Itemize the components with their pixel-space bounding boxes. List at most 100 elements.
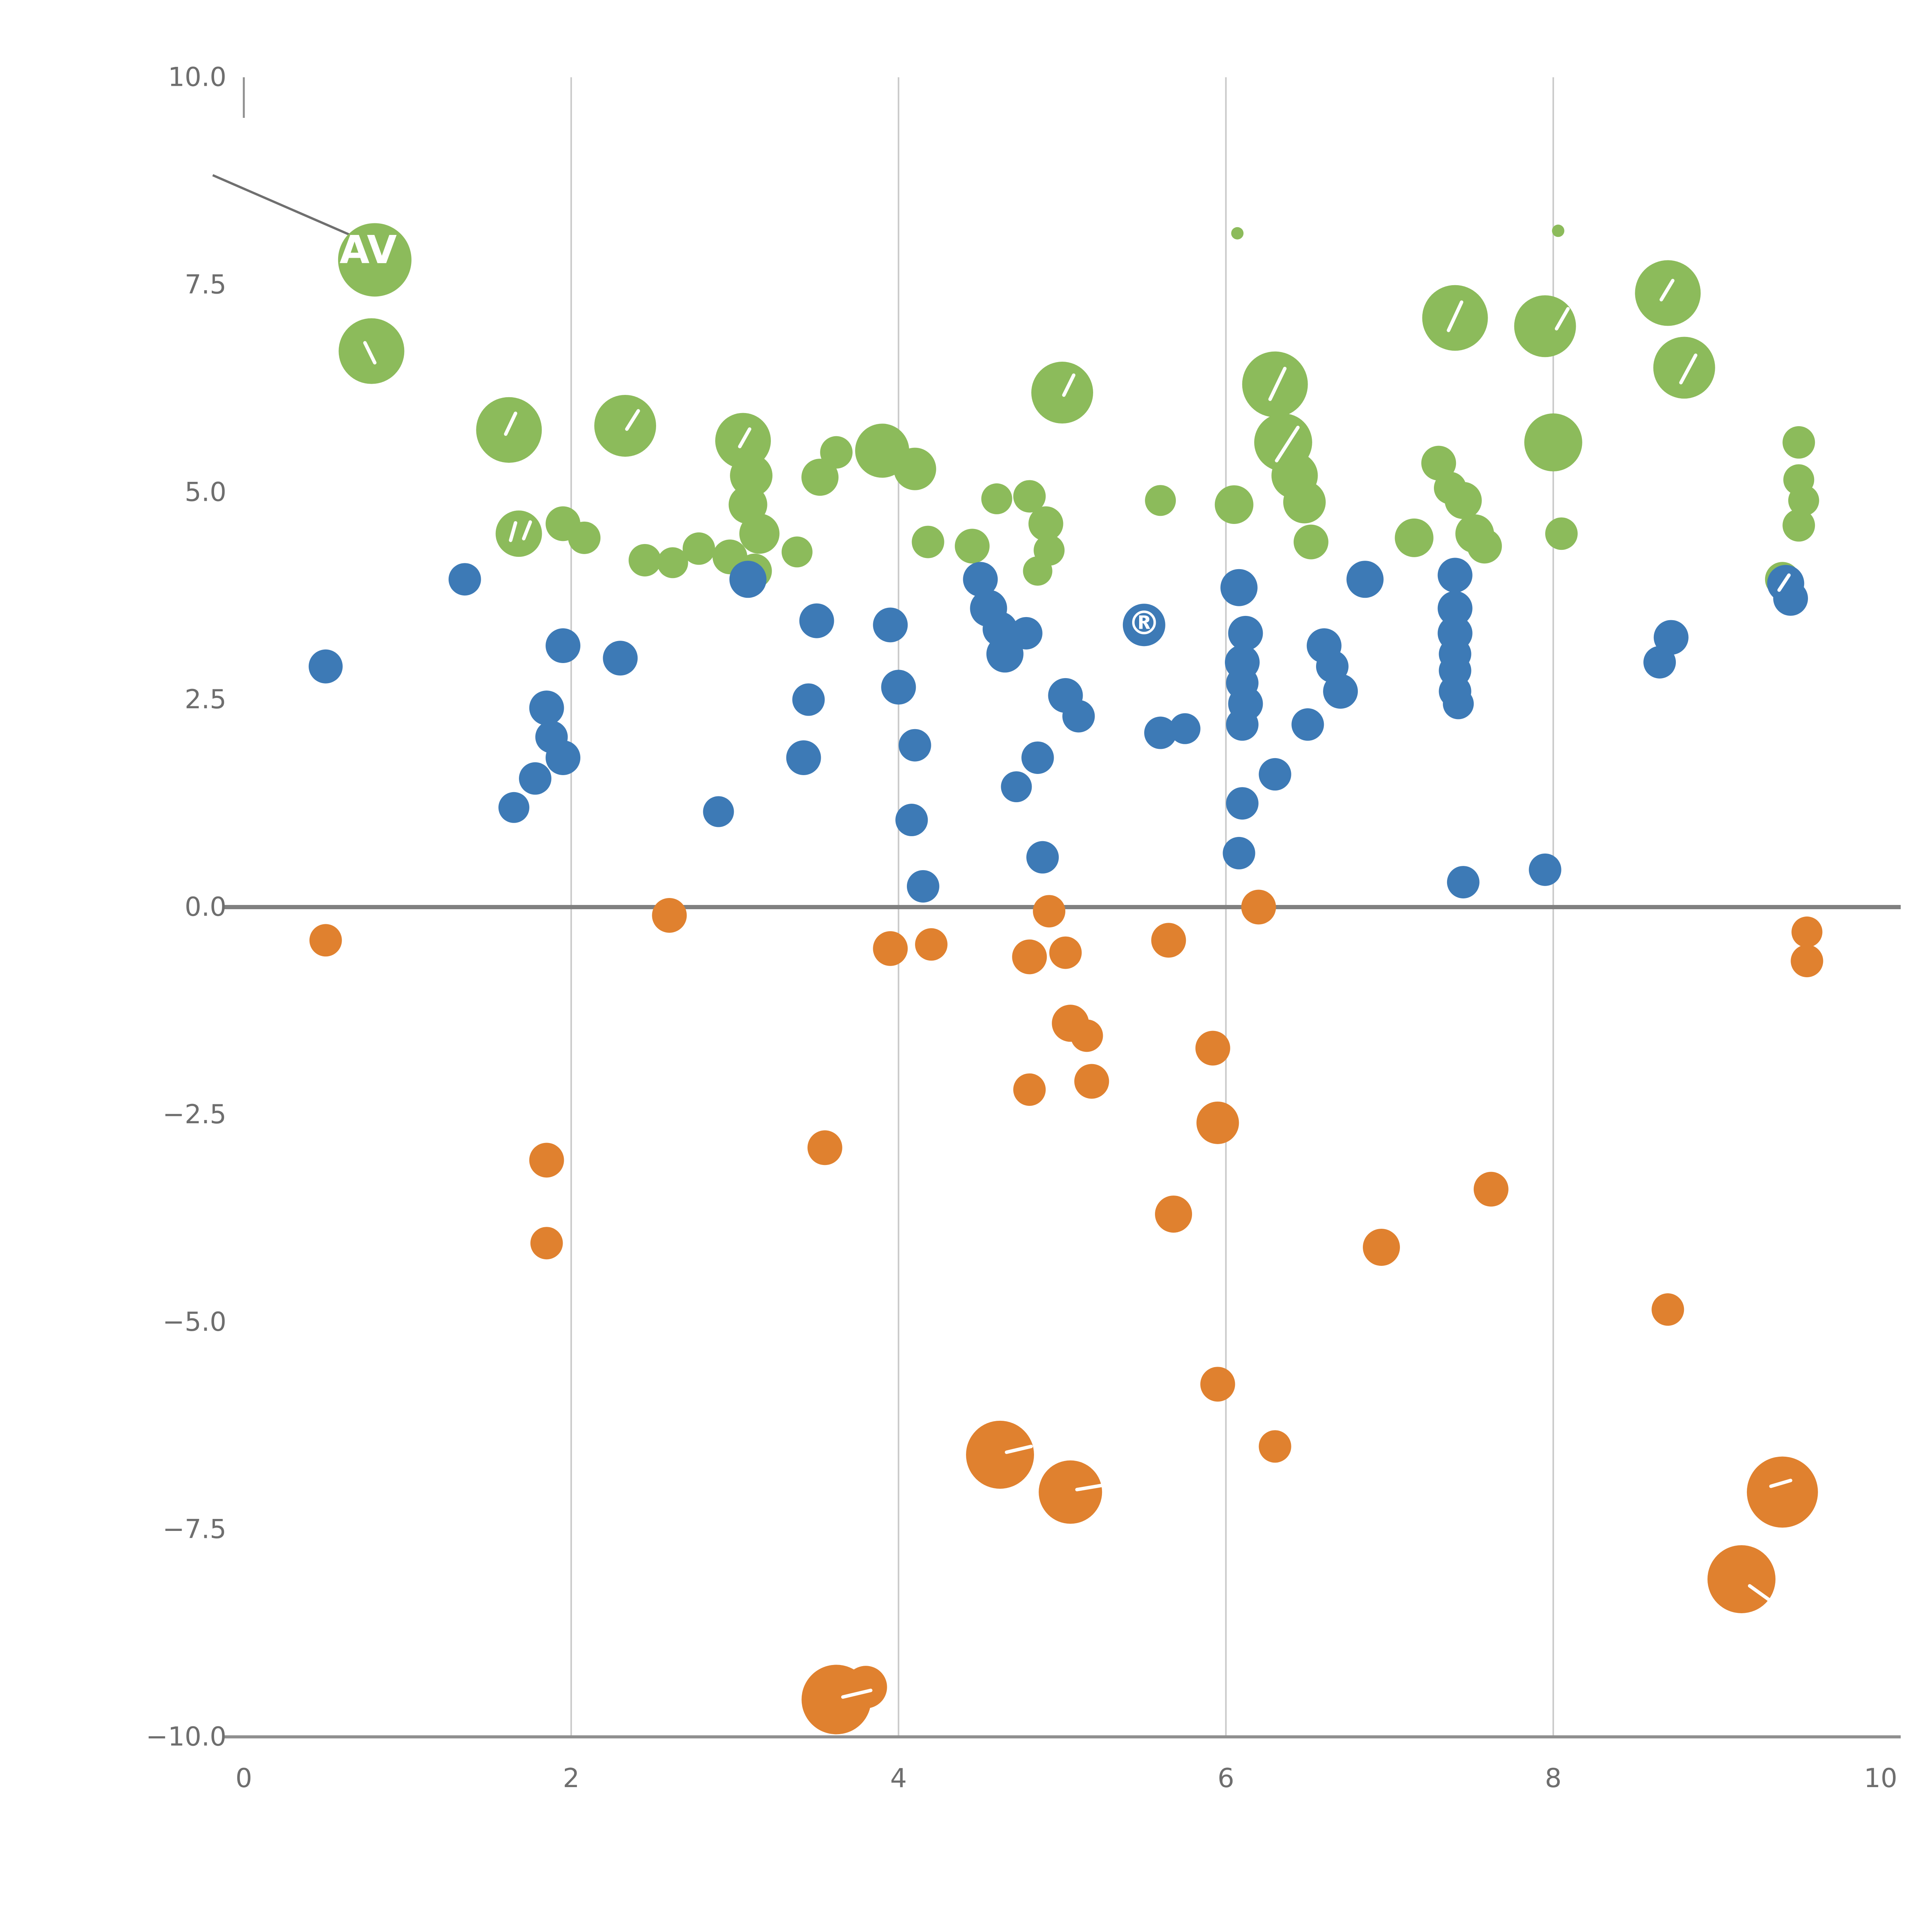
bubble-label-fragment (738, 427, 752, 449)
data-point-blue (1010, 617, 1043, 650)
data-point-green (1421, 446, 1456, 481)
data-point-green (781, 536, 813, 568)
data-point-orange (1473, 1172, 1509, 1207)
data-point-green (1635, 260, 1701, 326)
data-point-blue (1323, 674, 1358, 709)
data-point-blue (1001, 771, 1032, 803)
data-point-blue (603, 641, 638, 676)
data-point-blue (1122, 604, 1165, 646)
data-point-blue (1026, 841, 1059, 874)
bubble-label-fragment (1268, 367, 1287, 401)
data-point-blue (799, 603, 834, 638)
data-point-orange (530, 1227, 563, 1260)
bubble-label: AV (340, 227, 397, 272)
data-point-blue (1226, 708, 1259, 741)
x-tick-label: 8 (1545, 1763, 1561, 1794)
bubble-label-fragment (841, 1689, 872, 1699)
data-point-green (1013, 480, 1046, 513)
annotation-leader-line (212, 174, 374, 246)
x-tick-label: 2 (563, 1763, 580, 1794)
y-tick-label: 7.5 (185, 269, 226, 300)
data-point-blue (1437, 591, 1473, 626)
data-point-orange (1747, 1456, 1818, 1528)
data-point-blue (546, 628, 581, 663)
data-point-orange (1074, 1064, 1109, 1099)
data-point-orange (1151, 923, 1186, 958)
data-point-blue (1220, 569, 1258, 606)
data-point-green (955, 529, 990, 564)
data-point-blue (1437, 558, 1473, 593)
data-point-green (730, 454, 773, 497)
data-point-green (1242, 351, 1308, 417)
data-point-orange (1033, 895, 1066, 928)
bubble-label-fragment (1659, 279, 1675, 302)
data-point-green (568, 521, 601, 554)
bubble-label-fragment (1005, 1444, 1033, 1454)
x-tick-label: 4 (890, 1763, 907, 1794)
data-point-green (1545, 517, 1578, 550)
data-point-green (1023, 556, 1053, 586)
x-tick-label: 6 (1218, 1763, 1234, 1794)
data-point-orange (1259, 1430, 1291, 1463)
bubble-label-fragment (1062, 373, 1076, 397)
data-point-green (1444, 482, 1482, 519)
data-point-green (1395, 518, 1434, 557)
data-point-green (1283, 481, 1326, 524)
bubble-label-fragment (625, 409, 640, 431)
data-point-orange (807, 1130, 842, 1165)
data-point-blue (1447, 866, 1480, 899)
data-point-blue (308, 649, 343, 684)
data-point-green (1788, 485, 1819, 516)
bubble-label-fragment (363, 341, 377, 365)
data-point-orange (873, 931, 908, 966)
data-point-green (912, 526, 944, 558)
y-tick-label: 10.0 (168, 62, 226, 93)
data-point-blue (1062, 700, 1095, 733)
y-tick-label: −5.0 (163, 1307, 226, 1337)
data-point-orange (1707, 1545, 1776, 1613)
data-point-blue (1291, 708, 1324, 741)
data-point-green (1293, 524, 1328, 560)
data-point-orange (652, 898, 687, 933)
data-point-green (1782, 426, 1815, 459)
data-point-green (594, 395, 656, 457)
data-point-orange (966, 1420, 1034, 1489)
data-point-orange (1155, 1196, 1192, 1233)
data-point-blue (895, 804, 928, 837)
data-point-green (338, 223, 412, 297)
data-point-orange (1013, 1073, 1046, 1106)
bubble-label-fragment (1275, 425, 1300, 463)
data-point-green (1782, 509, 1815, 542)
data-point-blue (986, 635, 1024, 673)
data-point-green (1524, 413, 1582, 471)
data-point-blue (1223, 837, 1255, 869)
data-point-green (682, 532, 715, 565)
bubble-label-fragment (509, 521, 517, 542)
data-point-orange (1363, 1228, 1400, 1266)
y-tick-label: 0.0 (185, 892, 226, 922)
y-tick-label: 2.5 (185, 684, 226, 715)
bubble-label: ® (1128, 604, 1160, 643)
bubble-label-fragment (522, 520, 532, 541)
bubble-label-fragment (1748, 1584, 1771, 1602)
data-point-green (820, 436, 853, 469)
bubble-label-fragment (1777, 573, 1791, 592)
data-point-blue (786, 740, 821, 775)
data-point-blue (729, 561, 767, 598)
bubble-label-fragment (504, 412, 517, 436)
data-point-green (1653, 337, 1715, 399)
bubble-label-fragment (1769, 1478, 1793, 1488)
data-point-blue (1226, 787, 1259, 820)
data-point-blue (1228, 616, 1263, 651)
data-point-green (495, 510, 542, 557)
data-point-orange (529, 1143, 564, 1178)
data-point-green (981, 483, 1012, 514)
data-point-green (801, 459, 839, 496)
data-point-blue (703, 796, 734, 827)
data-point-orange (309, 924, 342, 957)
data-point-green (1028, 506, 1063, 541)
data-point-orange (1070, 1019, 1103, 1052)
data-point-blue (963, 562, 998, 597)
